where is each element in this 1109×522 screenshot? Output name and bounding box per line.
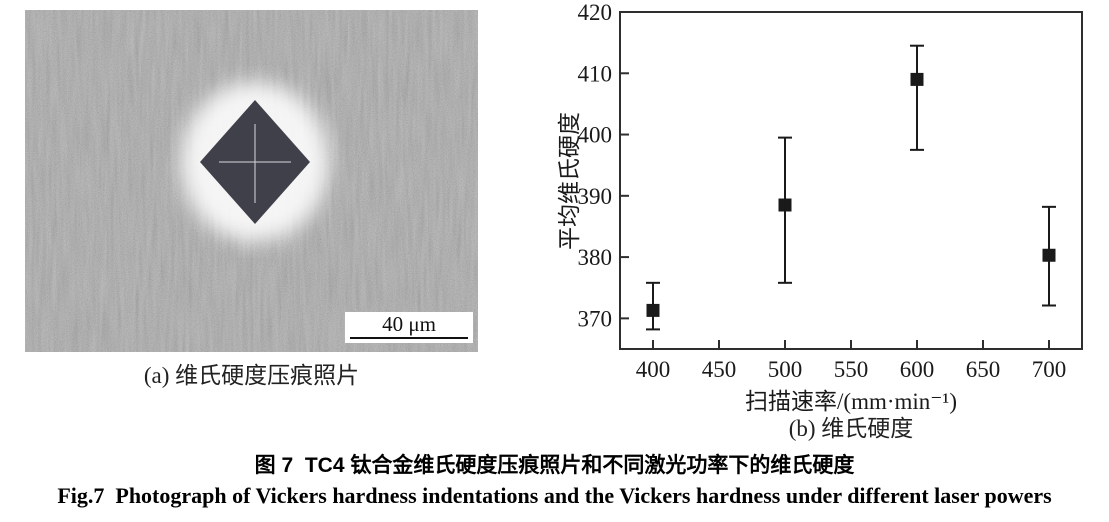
micrograph-image [25,10,478,352]
hardness-chart: 400 450 500 550 600 650 700 370 380 390 400 410 420 [578,0,1083,382]
y-tick-label: 420 [578,0,613,25]
x-tick-label: 550 [834,357,869,382]
scale-bar-label: 40 μm [382,312,436,336]
figure-caption-chinese: 图 7 TC4 钛合金维氏硬度压痕照片和不同激光功率下的维氏硬度 [254,454,855,477]
scale-bar: 40 μm [345,312,473,343]
figure-caption-english: Fig.7 Photograph of Vickers hardness ind… [57,483,1052,508]
x-tick-label: 450 [702,357,737,382]
x-tick-label: 700 [1032,357,1067,382]
y-tick-label: 370 [578,306,613,331]
data-point-marker [1042,248,1056,262]
scale-bar-line [350,337,468,339]
y-tick-label: 380 [578,245,613,270]
y-tick-label: 390 [578,184,613,209]
x-tick-label: 650 [966,357,1001,382]
chart-x-axis-label: 扫描速率/(mm·min⁻¹) [745,389,957,414]
x-tick-label: 500 [768,357,803,382]
caption-photo: (a) 维氏硬度压痕照片 [143,363,360,388]
caption-chart: (b) 维氏硬度 [788,416,914,441]
data-point-marker [910,72,924,86]
micrograph-panel: 40 μm [25,10,478,352]
data-point-marker [778,198,792,212]
y-tick-label: 400 [578,123,613,148]
x-tick-label: 400 [636,357,671,382]
data-point-marker [646,303,660,317]
x-tick-label: 600 [900,357,935,382]
y-tick-label: 410 [578,61,613,86]
plot-frame [619,11,1083,350]
